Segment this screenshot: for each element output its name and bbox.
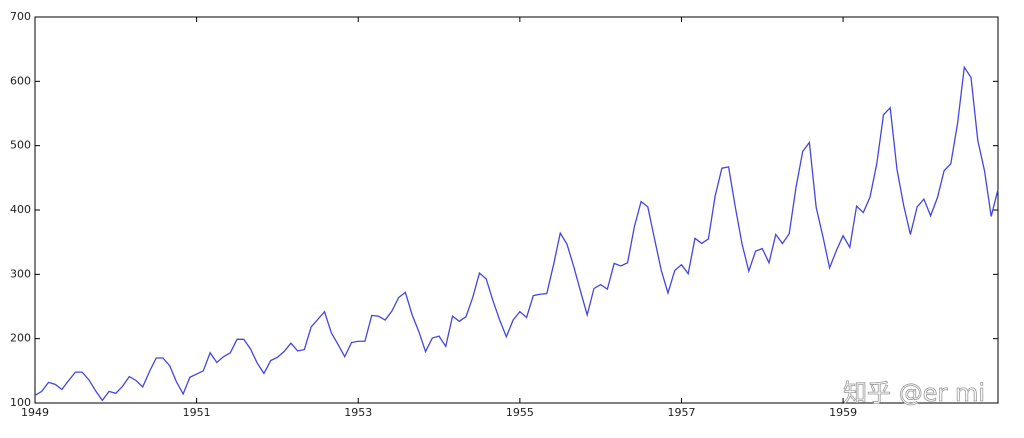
x-tick-label: 1951 [183,406,211,419]
x-tick-label: 1957 [667,406,695,419]
x-tick-label: 1955 [506,406,534,419]
x-tick-label: 1953 [344,406,372,419]
x-tick-label: 1959 [829,406,857,419]
line-series [34,65,999,402]
y-tick-label: 100 [10,396,31,409]
y-tick-label: 500 [10,139,31,152]
y-tick-label: 200 [10,332,31,345]
plot-frame [34,16,999,404]
x-tick-label: 1949 [21,406,49,419]
y-tick-label: 700 [10,10,31,23]
watermark: 知乎 @er mi [843,379,985,407]
y-tick-label: 400 [10,203,31,216]
y-tick-label: 600 [10,74,31,87]
y-tick-label: 300 [10,267,31,280]
